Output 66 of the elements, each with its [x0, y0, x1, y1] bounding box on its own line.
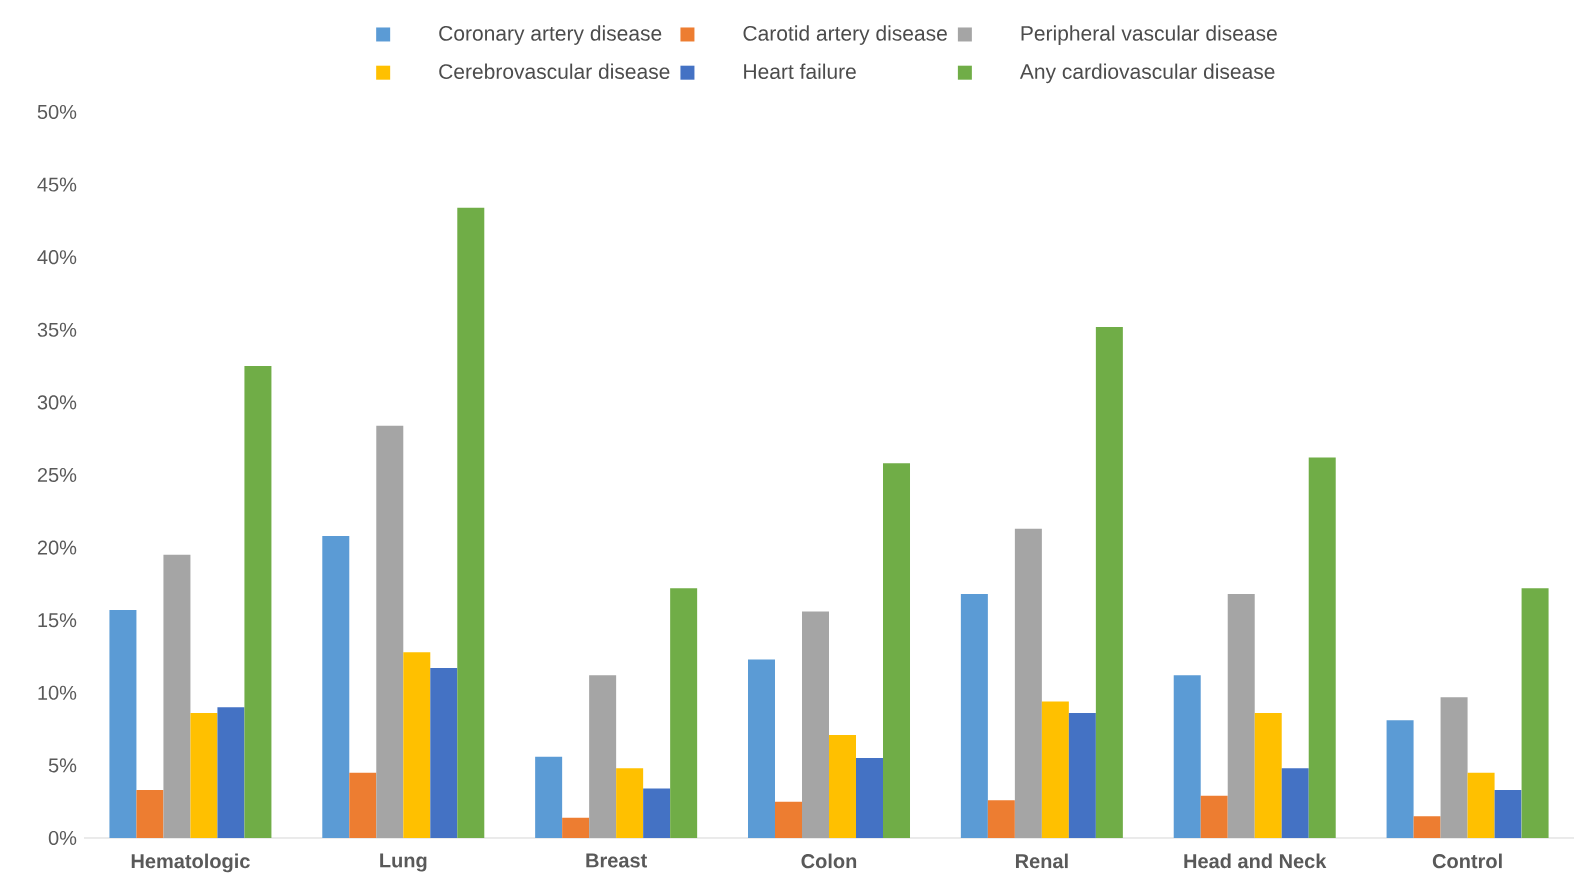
legend-label: Heart failure — [744, 63, 856, 80]
bar — [1386, 720, 1414, 838]
bar — [430, 668, 458, 838]
bar — [163, 554, 191, 838]
y-tick-label: 45% — [37, 177, 77, 192]
legend-label: Cerebrovascular disease — [439, 63, 670, 80]
bar — [960, 594, 988, 838]
x-tick-label: Lung — [380, 853, 427, 872]
bar — [1200, 795, 1228, 838]
y-tick-label: 35% — [37, 322, 77, 337]
bar — [1308, 457, 1336, 838]
bar — [403, 652, 431, 838]
y-tick-label: 15% — [38, 613, 77, 628]
bar — [829, 734, 857, 838]
y-tick-label: 20% — [37, 540, 77, 555]
x-tick-label: Head and Neck — [1184, 853, 1327, 869]
bar — [322, 535, 350, 838]
bar — [1041, 701, 1069, 838]
bar — [775, 801, 803, 838]
x-tick-label: Breast — [586, 853, 648, 868]
bar — [643, 788, 671, 838]
bar — [670, 588, 698, 838]
y-tick-label: 30% — [37, 395, 77, 410]
bar — [109, 610, 137, 838]
bar — [1068, 713, 1096, 838]
bar — [1467, 772, 1495, 838]
bar — [883, 463, 911, 838]
bar — [1254, 713, 1282, 838]
bar — [1494, 790, 1522, 838]
bar — [1014, 528, 1042, 838]
bar — [1173, 675, 1201, 838]
legend-label: Coronary artery disease — [439, 25, 662, 45]
bar — [987, 800, 1015, 838]
y-tick-label: 40% — [37, 250, 77, 265]
bar — [136, 790, 164, 838]
bar — [376, 425, 404, 838]
bar — [457, 207, 485, 838]
x-tick-label: Hematologic — [131, 853, 250, 873]
bar — [1227, 594, 1255, 838]
bar — [616, 768, 644, 838]
y-tick-label: 50% — [37, 104, 77, 120]
x-tick-label: Renal — [1015, 853, 1068, 869]
bar — [244, 366, 272, 838]
bar — [748, 659, 775, 838]
bar — [802, 611, 830, 838]
bar — [190, 713, 218, 838]
bar — [856, 758, 884, 838]
legend-label: Carotid artery disease — [743, 25, 947, 45]
bar — [1281, 768, 1309, 838]
legend-label: Peripheral vascular disease — [1021, 25, 1277, 45]
y-tick-label: 10% — [38, 685, 77, 700]
bar — [535, 756, 563, 838]
bar — [1440, 697, 1468, 838]
bar — [589, 675, 617, 838]
bar — [1521, 588, 1549, 838]
y-tick-label: 25% — [37, 467, 77, 483]
y-tick-label: 5% — [48, 758, 77, 773]
x-tick-label: Colon — [801, 853, 857, 869]
x-tick-label: Control — [1432, 853, 1502, 869]
bar — [1413, 816, 1441, 838]
bar — [349, 772, 377, 838]
y-tick-label: 0% — [48, 830, 77, 846]
legend-label: Any cardiovascular disease — [1019, 63, 1275, 84]
bar — [217, 707, 245, 838]
bar — [562, 817, 590, 838]
bar — [1095, 326, 1123, 838]
